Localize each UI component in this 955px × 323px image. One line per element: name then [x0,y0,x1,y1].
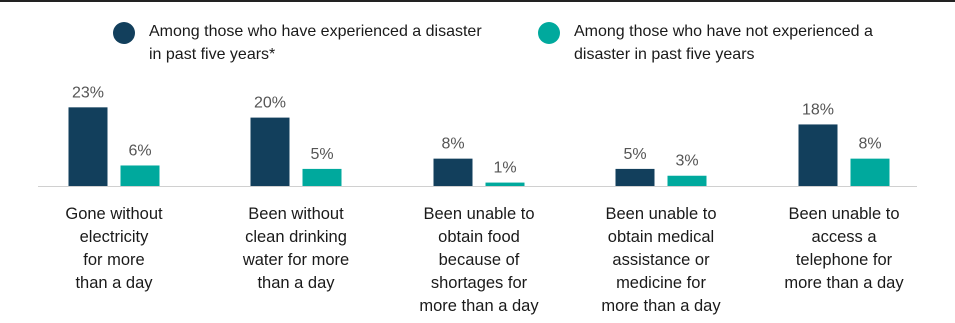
data-label-experienced-3: 5% [623,146,646,163]
category-label-4: Been unable to access a telephone for more … [784,205,904,292]
bar-not-experienced-3 [667,175,707,186]
data-label-not-experienced-0: 6% [128,142,151,159]
bar-experienced-0 [68,107,108,186]
legend-item-experienced: Among those who have experienced a disas… [113,20,489,66]
bar-experienced-2 [433,158,473,186]
data-label-experienced-1: 20% [254,95,286,112]
data-label-not-experienced-4: 8% [858,136,881,153]
data-label-experienced-2: 8% [441,136,464,153]
data-label-experienced-0: 23% [72,84,104,101]
legend-label-not-experienced: Among those who have not experienced a d… [574,23,873,63]
data-label-experienced-4: 18% [802,101,834,118]
legend-swatch-experienced [113,22,135,44]
category-label-0: Gone without electricity for more than a da… [65,205,163,292]
legend-label-experienced: Among those who have experienced a disas… [149,23,482,63]
legend-item-not-experienced: Among those who have not experienced a d… [538,20,914,66]
category-label-1: Been without clean drinking water for more… [242,205,350,292]
bar-experienced-4 [798,124,838,186]
bar-not-experienced-4 [850,158,890,186]
bar-experienced-1 [250,117,290,186]
data-label-not-experienced-3: 3% [675,153,698,170]
bar-experienced-3 [615,168,655,186]
bar-not-experienced-0 [120,165,160,186]
top-rule [0,0,955,2]
data-label-not-experienced-1: 5% [310,146,333,163]
category-label-2: Been unable to obtain food because of short… [419,205,539,315]
data-label-not-experienced-2: 1% [493,160,516,177]
bar-not-experienced-1 [302,168,342,186]
bar-not-experienced-2 [485,182,525,186]
legend-swatch-not-experienced [538,22,560,44]
category-label-3: Been unable to obtain medical assistance o… [601,205,721,315]
